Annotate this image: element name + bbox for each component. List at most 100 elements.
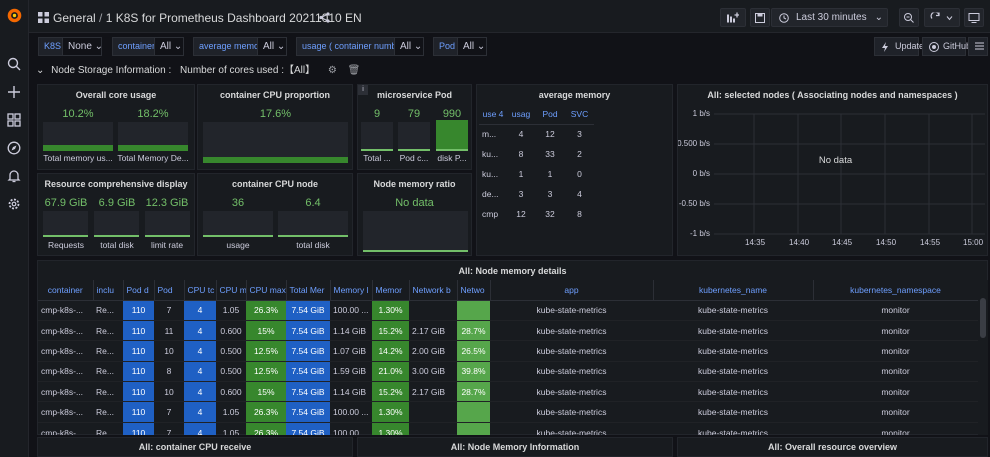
- stat-bar-box: [203, 122, 348, 163]
- time-range-picker[interactable]: Last 30 minutes ⌄: [771, 8, 888, 27]
- share-icon[interactable]: [319, 12, 330, 23]
- save-button[interactable]: [750, 8, 770, 27]
- column-header[interactable]: container: [38, 280, 94, 301]
- grafana-logo-icon[interactable]: [6, 7, 23, 24]
- variable-select-pod[interactable]: All ⌄: [457, 37, 487, 56]
- column-header[interactable]: Pod: [535, 104, 565, 125]
- column-header[interactable]: CPU max: [246, 280, 287, 301]
- table-cell: 3.00 GiB: [409, 361, 457, 383]
- tv-icon: [968, 12, 980, 23]
- table-scrollbar-track[interactable]: [978, 280, 988, 435]
- explore-icon[interactable]: [7, 141, 21, 155]
- column-header[interactable]: inclu: [93, 280, 124, 301]
- info-icon[interactable]: i: [358, 85, 368, 95]
- panel-node-memory-information[interactable]: All: Node Memory Information: [357, 437, 673, 457]
- stat-label: Requests: [48, 240, 84, 250]
- table-cell: 2.17 GiB: [409, 320, 457, 342]
- table-cell: 4: [577, 189, 582, 199]
- column-header[interactable]: Pod d: [123, 280, 155, 301]
- gear-icon[interactable]: ⚙: [327, 65, 337, 76]
- tv-mode-button[interactable]: [964, 8, 984, 27]
- trash-icon[interactable]: 🗑: [347, 65, 361, 76]
- table-cell: 12.5%: [246, 361, 286, 383]
- stat-bar-fill: [43, 235, 88, 237]
- panel-title: Resource comprehensive display: [44, 179, 188, 189]
- panel-container-cpu-proportion[interactable]: container CPU proportion 17.6%: [197, 84, 353, 170]
- stat-bar-box: [94, 211, 139, 237]
- variable-value: None: [68, 41, 92, 52]
- column-header[interactable]: use 4: [479, 104, 507, 125]
- update-label: Update: [895, 41, 925, 51]
- github-link[interactable]: GitHub: [922, 37, 971, 56]
- x-tick-label: 14:50: [876, 238, 897, 247]
- table-row: cmp-k8s-... Re... 110 7 4 1.05 26.3% 7.54 GiB 10…: [38, 401, 978, 423]
- add-panel-button[interactable]: [720, 8, 746, 27]
- stat-value: 36: [231, 197, 245, 209]
- table-cell: 1: [518, 169, 524, 179]
- y-tick-label: 1 b/s: [692, 109, 710, 118]
- column-header[interactable]: CPU tc: [184, 280, 217, 301]
- refresh-button[interactable]: [924, 8, 960, 27]
- plus-icon[interactable]: [7, 85, 21, 99]
- dashboards-icon[interactable]: [7, 113, 21, 127]
- table-cell: de...: [482, 189, 499, 199]
- stat-bar-box: [118, 122, 188, 151]
- column-header[interactable]: Pod: [154, 280, 185, 301]
- panel-resource-display[interactable]: Resource comprehensive display 67.9 GiB …: [37, 173, 195, 256]
- column-header[interactable]: kubernetes_name: [653, 280, 814, 301]
- column-header[interactable]: kubernetes_namespace: [813, 280, 978, 301]
- table-cell: cmp: [482, 209, 499, 219]
- variable-select-usage[interactable]: All ⌄: [394, 37, 424, 56]
- breadcrumb-folder[interactable]: General: [53, 11, 96, 25]
- add-panel-icon: [727, 12, 739, 22]
- table-cell: ku...: [482, 149, 499, 159]
- panel-container-cpu-node[interactable]: container CPU node 36 6.4 usage total di…: [197, 173, 353, 256]
- column-header[interactable]: Netwo: [457, 280, 491, 301]
- variable-select-k8s[interactable]: None ⌄: [62, 37, 103, 56]
- panel-average-memory[interactable]: average memory use 4 usag Pod SVC m... 4 1…: [476, 84, 673, 256]
- panel-node-memory-ratio[interactable]: Node memory ratio No data: [357, 173, 472, 256]
- variable-select-container[interactable]: All ⌄: [154, 37, 184, 56]
- table-scrollbar-thumb[interactable]: [980, 298, 986, 338]
- panel-container-cpu-receive[interactable]: All: container CPU receive: [37, 437, 353, 457]
- column-header[interactable]: CPU m: [216, 280, 247, 301]
- table-cell: kube-state-metrics: [653, 361, 813, 383]
- table-cell: 14.2%: [372, 340, 409, 362]
- column-header[interactable]: Memor: [372, 280, 410, 301]
- dashboard-title[interactable]: 1 K8S for Prometheus Dashboard 20211010 …: [105, 11, 362, 25]
- panel-title: container CPU proportion: [220, 90, 330, 100]
- graph-gridlines: [714, 113, 985, 235]
- table-cell: 110: [123, 361, 154, 383]
- table-cell: 7: [154, 401, 184, 423]
- column-header[interactable]: app: [490, 280, 654, 301]
- column-header[interactable]: Network b: [409, 280, 458, 301]
- panel-selected-nodes-graph[interactable]: All: selected nodes ( Associating nodes …: [677, 84, 988, 256]
- table-cell: kube-state-metrics: [653, 340, 813, 362]
- stat-value: 990: [442, 108, 462, 120]
- gear-icon[interactable]: [7, 197, 21, 211]
- column-header[interactable]: Memory l: [330, 280, 373, 301]
- column-header[interactable]: usag: [507, 104, 535, 125]
- panel-microservice-pod[interactable]: microservice Pod i 9 79 990 Total ... Po…: [357, 84, 472, 170]
- panel-overall-resource-overview[interactable]: All: Overall resource overview: [677, 437, 988, 457]
- table-header-row: use 4 usag Pod SVC: [479, 104, 594, 125]
- update-button[interactable]: Update: [874, 37, 924, 56]
- column-header[interactable]: SVC: [565, 104, 594, 125]
- column-header[interactable]: Total Mer: [286, 280, 331, 301]
- x-tick-label: 15:00: [963, 238, 984, 247]
- table-cell: 28.7%: [457, 381, 490, 403]
- search-icon[interactable]: [7, 57, 21, 71]
- table-cell: Re...: [93, 422, 123, 435]
- table-cell: 26.3%: [246, 401, 286, 423]
- variable-select-average-memory[interactable]: All ⌄: [257, 37, 287, 56]
- panel-overall-core-usage[interactable]: Overall core usage 10.2% 18.2% Total mem…: [37, 84, 195, 170]
- menu-button[interactable]: [968, 37, 988, 56]
- row-header[interactable]: ⌄ Node Storage Information : Number of c…: [36, 63, 360, 79]
- table-cell: 1.07 GiB: [330, 340, 372, 362]
- alert-bell-icon[interactable]: [7, 169, 21, 183]
- table-cell: ku...: [482, 169, 499, 179]
- table-cell: 0.500: [216, 340, 246, 362]
- zoom-out-button[interactable]: [899, 8, 919, 27]
- github-label: GitHub: [943, 41, 972, 51]
- panel-title: container CPU node: [231, 179, 318, 189]
